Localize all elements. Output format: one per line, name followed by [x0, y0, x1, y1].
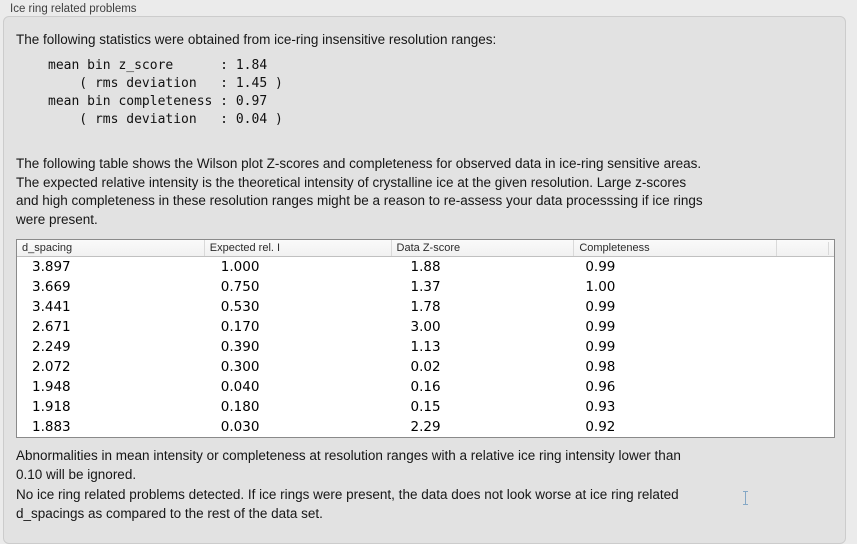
cell-d-spacing: 2.671 — [32, 319, 71, 335]
table-row[interactable]: 1.948 0.040 0.16 0.96 — [17, 377, 834, 397]
table-header-row: d_spacing Expected rel. I Data Z-score C… — [17, 240, 834, 257]
cell-expected-rel-i: 0.170 — [220, 319, 260, 335]
column-header-empty[interactable] — [776, 240, 834, 256]
cell-completeness: 0.99 — [585, 319, 616, 335]
cell-empty — [776, 337, 834, 357]
cell-completeness: 0.99 — [585, 299, 616, 315]
cell-d-spacing: 3.441 — [32, 299, 71, 315]
cell-d-spacing: 3.669 — [32, 279, 71, 295]
cell-d-spacing: 2.072 — [32, 359, 71, 375]
cell-data-z-score: 1.78 — [410, 299, 441, 315]
cell-d-spacing: 1.883 — [32, 419, 71, 435]
table-row[interactable]: 2.249 0.390 1.13 0.99 — [17, 337, 834, 357]
cell-data-z-score: 0.15 — [410, 399, 441, 415]
cell-completeness: 0.98 — [585, 359, 616, 375]
cell-expected-rel-i: 0.750 — [220, 279, 260, 295]
column-header-completeness[interactable]: Completeness — [573, 240, 776, 256]
column-header-expected-rel-i[interactable]: Expected rel. I — [203, 240, 391, 256]
cell-empty — [776, 397, 834, 417]
ice-ring-table[interactable]: d_spacing Expected rel. I Data Z-score C… — [16, 239, 835, 438]
cell-expected-rel-i: 0.530 — [220, 299, 260, 315]
cell-data-z-score: 0.16 — [410, 379, 441, 395]
cell-expected-rel-i: 0.300 — [220, 359, 260, 375]
cell-d-spacing: 3.897 — [32, 259, 71, 275]
table-row[interactable]: 2.072 0.300 0.02 0.98 — [17, 357, 834, 377]
column-header-data-z-score[interactable]: Data Z-score — [390, 240, 574, 256]
cell-data-z-score: 0.02 — [410, 359, 441, 375]
cell-completeness: 1.00 — [585, 279, 616, 295]
cell-data-z-score: 1.37 — [410, 279, 441, 295]
table-row[interactable]: 3.441 0.530 1.78 0.99 — [17, 297, 834, 317]
cell-data-z-score: 1.88 — [410, 259, 441, 275]
cell-expected-rel-i: 0.180 — [220, 399, 260, 415]
cell-empty — [776, 257, 834, 277]
cell-d-spacing: 2.249 — [32, 339, 71, 355]
cell-data-z-score: 3.00 — [410, 319, 441, 335]
ignore-threshold-paragraph: Abnormalities in mean intensity or compl… — [16, 448, 681, 482]
cell-empty — [776, 357, 834, 377]
cell-completeness: 0.96 — [585, 379, 616, 395]
table-row[interactable]: 1.918 0.180 0.15 0.93 — [17, 397, 834, 417]
table-body: 3.897 1.000 1.88 0.99 3.669 0.750 1.37 1… — [17, 257, 834, 437]
cell-completeness: 0.99 — [585, 259, 616, 275]
cell-data-z-score: 2.29 — [410, 419, 441, 435]
group-box-label: Ice ring related problems — [10, 3, 137, 15]
cell-d-spacing: 1.948 — [32, 379, 71, 395]
cell-expected-rel-i: 0.030 — [220, 419, 260, 435]
cell-empty — [776, 277, 834, 297]
cell-empty — [776, 417, 834, 437]
cell-completeness: 0.92 — [585, 419, 616, 435]
cell-expected-rel-i: 0.040 — [220, 379, 260, 395]
table-row[interactable]: 3.897 1.000 1.88 0.99 — [17, 257, 834, 277]
cell-d-spacing: 1.918 — [32, 399, 71, 415]
table-row[interactable]: 2.671 0.170 3.00 0.99 — [17, 317, 834, 337]
column-header-d-spacing[interactable]: d_spacing — [22, 242, 73, 254]
cell-empty — [776, 317, 834, 337]
cell-data-z-score: 1.13 — [410, 339, 441, 355]
intro-paragraph: The following statistics were obtained f… — [16, 32, 497, 47]
cell-empty — [776, 377, 834, 397]
table-row[interactable]: 1.883 0.030 2.29 0.92 — [17, 417, 834, 437]
table-row[interactable]: 3.669 0.750 1.37 1.00 — [17, 277, 834, 297]
cell-completeness: 0.93 — [585, 399, 616, 415]
table-description-paragraph: The following table shows the Wilson plo… — [16, 156, 703, 227]
cell-expected-rel-i: 0.390 — [220, 339, 260, 355]
conclusion-paragraph: No ice ring related problems detected. I… — [16, 487, 679, 521]
i-beam-cursor — [743, 491, 748, 505]
cell-empty — [776, 297, 834, 317]
cell-completeness: 0.99 — [585, 339, 616, 355]
cell-expected-rel-i: 1.000 — [220, 259, 260, 275]
ice-ring-statistics-block: mean bin z_score : 1.84 ( rms deviation … — [48, 58, 283, 127]
